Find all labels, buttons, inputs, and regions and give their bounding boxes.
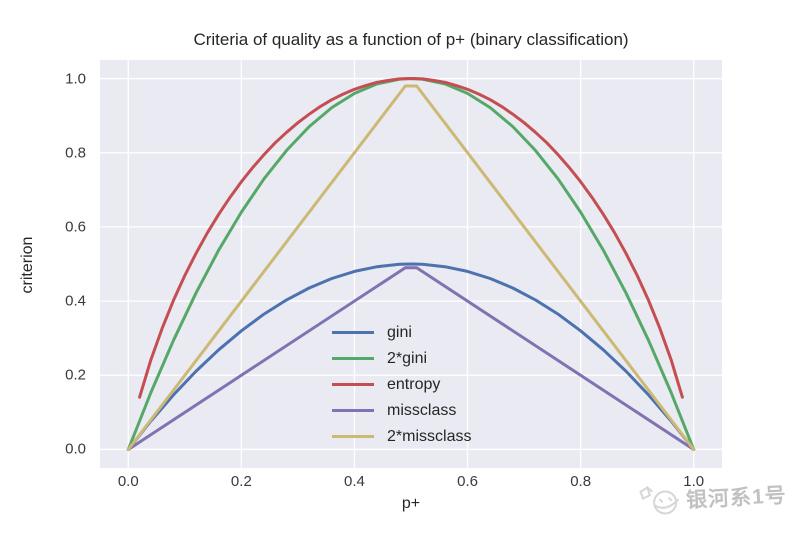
x-axis-label: p+ (401, 495, 421, 512)
watermark: 银河系1号 (637, 474, 788, 522)
series-line-gini (126, 262, 696, 451)
legend-item-gini: gini (332, 323, 471, 342)
y-tick-label: 0.6 (65, 218, 86, 236)
y-tick-label: 0.8 (65, 144, 86, 162)
y-axis-label: criterion (19, 236, 36, 294)
x-tick-label: 0.0 (117, 473, 139, 490)
series-line-entropy (138, 77, 684, 399)
legend-line-swatch (332, 357, 374, 360)
series-line-2*missclass (126, 84, 696, 451)
legend-label: gini (387, 323, 412, 341)
plot-area (100, 60, 722, 468)
y-tick-label: 1.0 (65, 70, 86, 88)
legend-label: 2*missclass (387, 427, 472, 445)
legend-line-swatch (332, 435, 374, 438)
legend-label: missclass (387, 401, 457, 419)
chart-title: Criteria of quality as a function of p+ … (193, 30, 629, 49)
legend-label: entropy (387, 375, 441, 393)
legend-line-swatch (332, 331, 374, 334)
legend-item-2-gini: 2*gini (332, 349, 471, 368)
x-tick-label: 1.0 (683, 473, 705, 490)
planet-doodle-icon (639, 485, 680, 515)
x-tick-label: 0.8 (570, 473, 592, 490)
watermark-text: 银河系1号 (685, 484, 788, 513)
series-line-missclass (126, 266, 696, 451)
legend-item-2-missclass: 2*missclass (332, 427, 471, 446)
y-tick-label: 0.2 (65, 366, 86, 384)
x-tick-label: 0.4 (344, 473, 365, 490)
legend-line-swatch (332, 383, 374, 386)
x-tick-label: 0.2 (230, 473, 252, 490)
x-tick-label: 0.6 (457, 473, 478, 490)
legend-label: 2*gini (387, 349, 428, 367)
legend-line-swatch (332, 409, 374, 412)
y-tick-label: 0.4 (65, 292, 86, 310)
legend: gini 2*gini entropy missclass 2*missclass (332, 323, 471, 446)
legend-item-missclass: missclass (332, 401, 471, 420)
legend-item-entropy: entropy (332, 375, 471, 394)
y-tick-label: 0.0 (65, 440, 86, 458)
